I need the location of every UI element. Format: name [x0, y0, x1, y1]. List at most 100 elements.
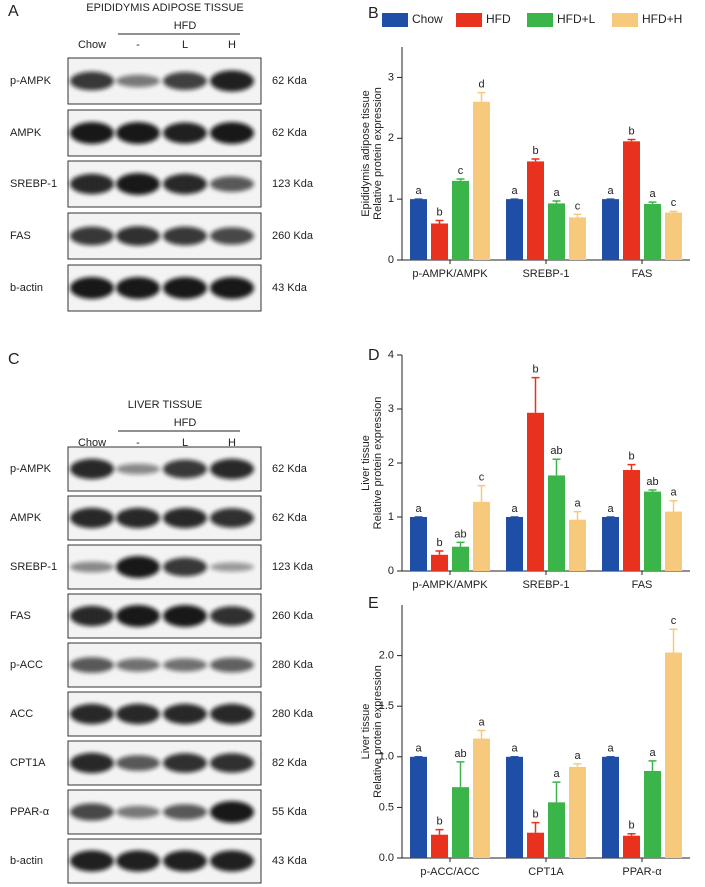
bar [506, 517, 523, 571]
bar [623, 470, 640, 571]
y-axis-label: Liver tissue [360, 435, 372, 491]
bar [548, 475, 565, 571]
bar [644, 204, 661, 260]
error-bar [435, 550, 444, 555]
band [163, 557, 207, 577]
bar [452, 546, 469, 571]
band [210, 176, 254, 192]
band [163, 658, 207, 672]
bar [410, 199, 427, 260]
significance-letter: ab [454, 528, 466, 540]
protein-label: p-ACC [10, 659, 43, 671]
band [70, 173, 114, 195]
band [210, 562, 254, 572]
lane-label: - [136, 39, 140, 51]
significance-letter: c [575, 200, 581, 212]
legend-swatch [527, 13, 553, 27]
bar [527, 412, 544, 571]
protein-label: SREBP-1 [10, 178, 57, 190]
band [210, 122, 254, 144]
band [70, 458, 114, 480]
band [116, 173, 160, 195]
bar [665, 212, 682, 260]
significance-letter: a [574, 750, 581, 762]
lane-label: - [136, 437, 140, 449]
error-bar [477, 729, 486, 739]
protein-label: p-AMPK [10, 463, 52, 475]
error-bar [669, 210, 678, 213]
significance-letter: c [671, 615, 677, 627]
error-bar [669, 500, 678, 512]
protein-label: PPAR-α [10, 806, 50, 818]
band [70, 657, 114, 673]
significance-letter: b [628, 451, 634, 463]
size-label: 62 Kda [272, 75, 308, 87]
blot-title: EPIDIDYMIS ADIPOSE TISSUE [86, 2, 244, 14]
error-bar [552, 200, 561, 204]
band [70, 803, 114, 821]
error-bar [456, 178, 465, 181]
error-bar [435, 219, 444, 224]
band [70, 605, 114, 627]
error-bar [531, 821, 540, 833]
legend-swatch [456, 13, 482, 27]
significance-letter: ab [454, 748, 466, 760]
band [163, 753, 207, 773]
bar [665, 511, 682, 571]
band [163, 605, 207, 627]
size-label: 62 Kda [272, 127, 308, 139]
bar [506, 756, 523, 858]
y-tick-label: 1.0 [379, 751, 394, 763]
bar [623, 141, 640, 260]
band [116, 507, 160, 529]
error-bar [531, 158, 540, 162]
y-tick-label: 0.0 [379, 852, 394, 864]
x-tick-label: p-AMPK/AMPK [412, 579, 488, 591]
x-tick-label: p-AMPK/AMPK [412, 268, 488, 280]
significance-letter: b [628, 125, 634, 137]
error-bar [531, 376, 540, 413]
y-tick-label: 4 [388, 349, 394, 361]
band [116, 226, 160, 246]
legend-swatch [382, 13, 408, 27]
protein-label: FAS [10, 230, 31, 242]
group-label: HFD [174, 417, 197, 429]
size-label: 123 Kda [272, 178, 314, 190]
panel-label: C [8, 351, 20, 368]
bar [473, 101, 490, 261]
bar [410, 517, 427, 571]
protein-label: CPT1A [10, 757, 46, 769]
lane-label: L [182, 39, 188, 51]
lane-label: Chow [78, 437, 106, 449]
protein-label: AMPK [10, 127, 42, 139]
bar [602, 517, 619, 571]
protein-label: p-AMPK [10, 75, 52, 87]
bar [410, 756, 427, 858]
bar [431, 554, 448, 571]
size-label: 62 Kda [272, 463, 308, 475]
band [163, 72, 207, 90]
size-label: 43 Kda [272, 282, 308, 294]
significance-letter: a [607, 743, 614, 755]
band [163, 804, 207, 820]
significance-letter: d [478, 79, 484, 91]
error-bar [477, 91, 486, 102]
protein-label: b-actin [10, 855, 43, 867]
band [163, 173, 207, 195]
band [163, 507, 207, 529]
band [116, 805, 160, 819]
band [210, 277, 254, 299]
y-tick-label: 1 [388, 193, 394, 205]
error-bar [648, 489, 657, 492]
significance-letter: a [607, 503, 614, 515]
size-label: 43 Kda [272, 855, 308, 867]
protein-label: b-actin [10, 282, 43, 294]
legend-label: HFD+H [642, 12, 682, 26]
bar [527, 832, 544, 858]
error-bar [573, 510, 582, 520]
bar [452, 787, 469, 858]
band [70, 226, 114, 246]
error-bar [435, 828, 444, 835]
error-bar [627, 832, 636, 836]
